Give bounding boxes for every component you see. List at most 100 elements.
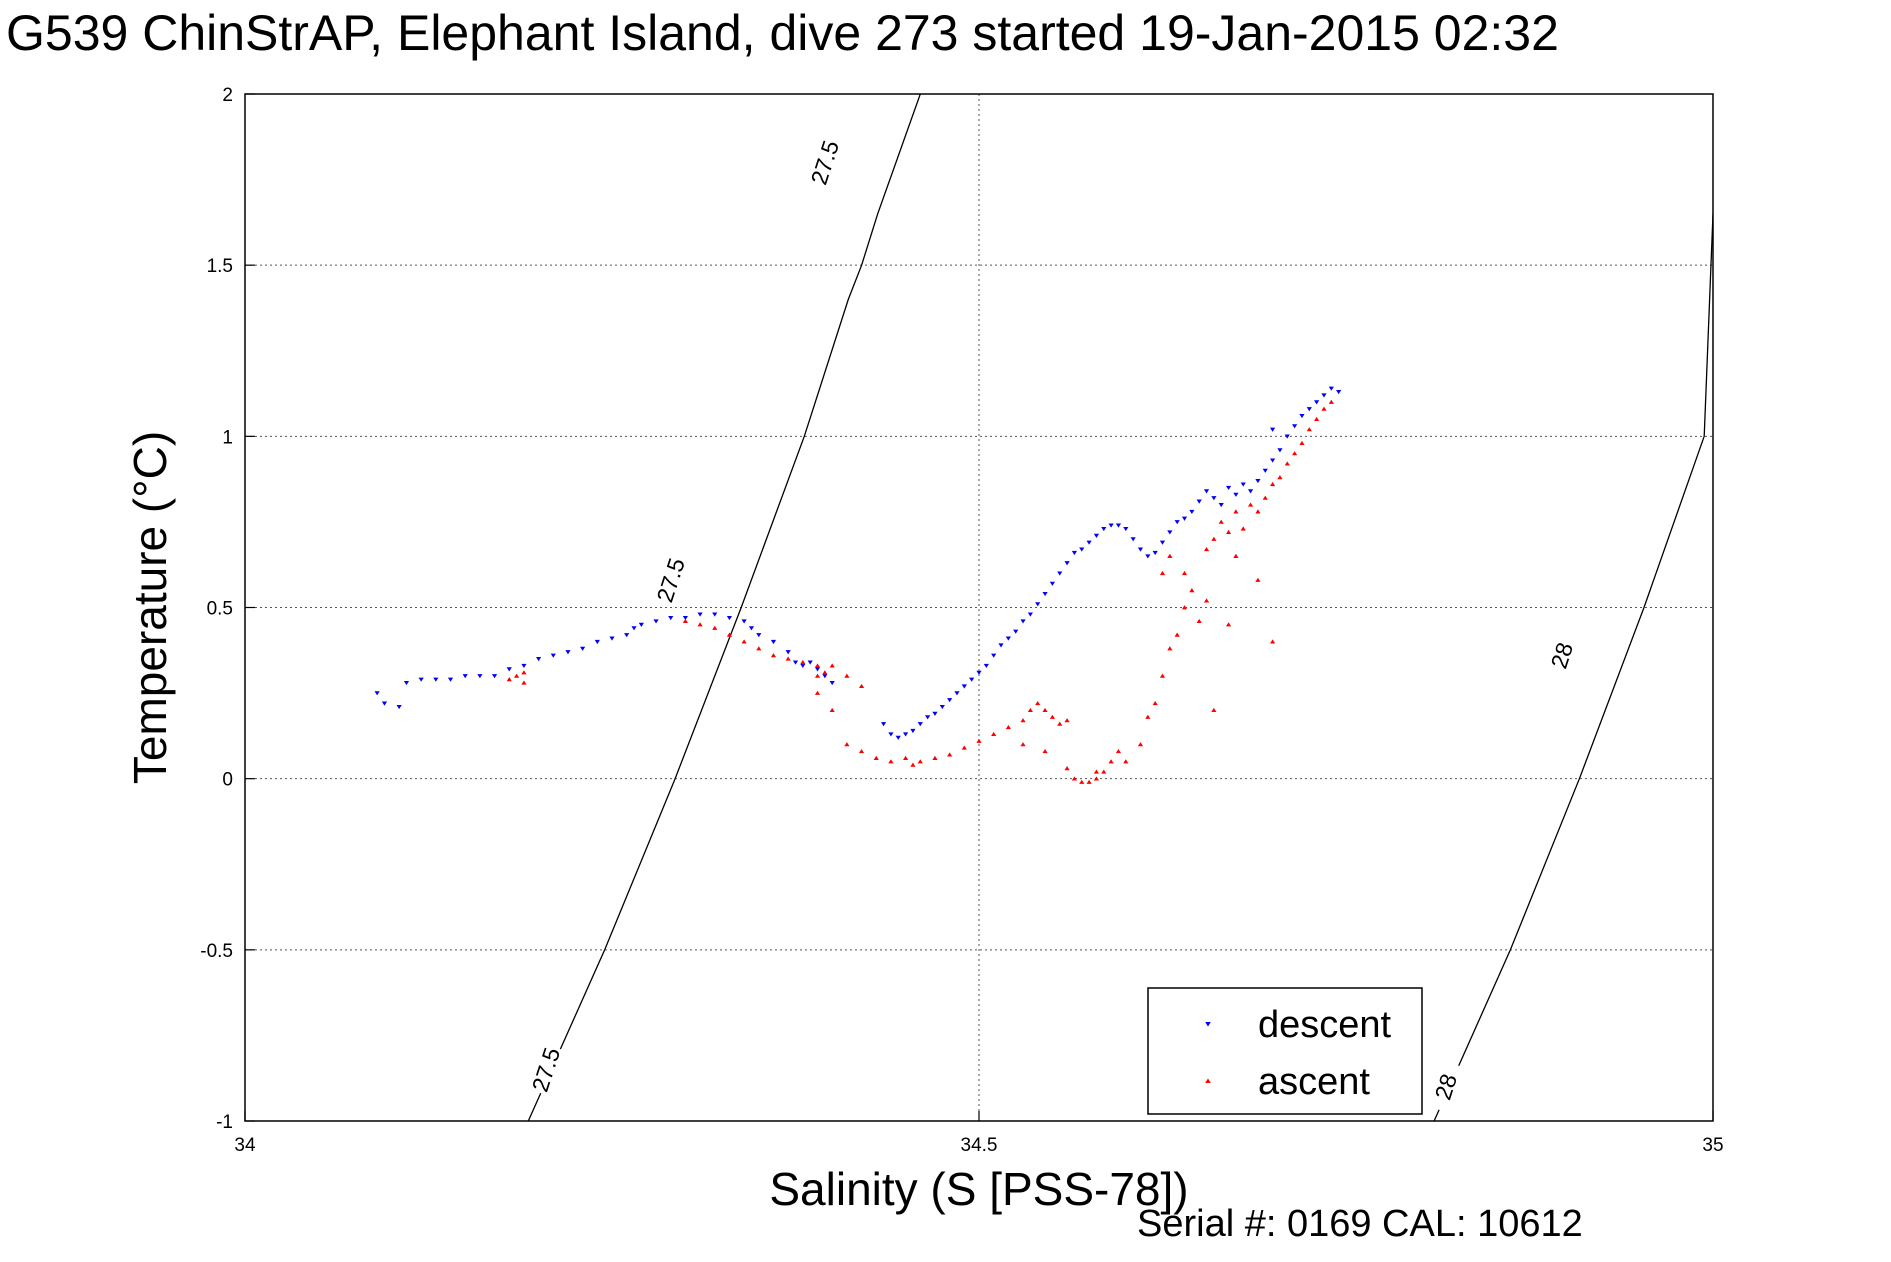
serial-text: Serial #: 0169 CAL: 10612 bbox=[1137, 1203, 1583, 1245]
ascent-point bbox=[697, 622, 703, 627]
ascent-point bbox=[947, 752, 953, 757]
density-contour-line bbox=[1433, 213, 1713, 1121]
ascent-point bbox=[844, 742, 850, 747]
ascent-point bbox=[961, 745, 967, 750]
ascent-point bbox=[1292, 451, 1298, 456]
ascent-point bbox=[1203, 598, 1210, 603]
x-axis-label: Salinity (S [PSS-78]) bbox=[769, 1163, 1188, 1215]
descent-point bbox=[785, 650, 791, 655]
descent-point bbox=[998, 643, 1004, 648]
descent-point bbox=[910, 728, 916, 734]
ascent-point bbox=[770, 653, 777, 658]
descent-point bbox=[1152, 550, 1158, 556]
descent-point bbox=[1145, 554, 1151, 559]
descent-point bbox=[1196, 499, 1202, 504]
descent-point bbox=[682, 615, 688, 621]
descent-point bbox=[829, 680, 835, 686]
descent-point bbox=[1211, 496, 1217, 501]
ascent-point bbox=[726, 632, 733, 637]
descent-point bbox=[433, 677, 439, 682]
descent-point bbox=[1035, 602, 1041, 607]
ascent-point bbox=[521, 670, 527, 675]
descent-point bbox=[770, 639, 777, 645]
ascent-point bbox=[1035, 701, 1041, 706]
descent-point bbox=[521, 663, 527, 669]
descent-point bbox=[668, 615, 674, 621]
ascent-point bbox=[1174, 632, 1180, 637]
ascent-point bbox=[888, 759, 894, 764]
ascent-point bbox=[1240, 526, 1246, 531]
ascent-point bbox=[1211, 536, 1217, 541]
descent-point bbox=[477, 674, 483, 679]
x-tick-label: 34.5 bbox=[961, 1135, 998, 1156]
descent-point bbox=[506, 667, 512, 672]
descent-point bbox=[976, 670, 982, 675]
ascent-point bbox=[991, 731, 997, 736]
descent-point bbox=[1057, 571, 1063, 576]
ascent-point bbox=[1049, 714, 1055, 719]
descent-point bbox=[653, 619, 659, 624]
y-tick-label: 1 bbox=[222, 427, 233, 448]
ascent-point bbox=[858, 748, 865, 754]
descent-point bbox=[792, 660, 799, 665]
ascent-point bbox=[1321, 406, 1327, 411]
ascent-point bbox=[814, 673, 821, 678]
descent-point bbox=[814, 667, 821, 672]
descent-point bbox=[1262, 468, 1268, 473]
ascent-point bbox=[1255, 577, 1261, 582]
ascent-point bbox=[1079, 779, 1085, 784]
ascent-point bbox=[1159, 673, 1166, 678]
ascent-point bbox=[1042, 748, 1048, 754]
descent-point bbox=[1218, 502, 1224, 508]
contour-label-bg bbox=[525, 1042, 567, 1097]
descent-point bbox=[1123, 526, 1129, 532]
descent-point bbox=[1189, 509, 1195, 514]
ascent-point bbox=[1042, 707, 1048, 713]
y-tick-label: 0.5 bbox=[207, 599, 233, 620]
contour-label: 27.5 bbox=[651, 555, 690, 606]
descent-point bbox=[1093, 533, 1100, 538]
ascent-point bbox=[1181, 605, 1188, 610]
descent-point bbox=[609, 636, 615, 641]
ascent-point bbox=[1233, 553, 1239, 558]
descent-point bbox=[1247, 489, 1254, 494]
contour-label: 27.5 bbox=[527, 1044, 566, 1095]
descent-point bbox=[594, 639, 600, 645]
y-tick-label: 1.5 bbox=[207, 256, 233, 277]
ascent-point bbox=[506, 677, 512, 682]
contour-label-bg bbox=[804, 135, 846, 190]
ascent-point bbox=[1093, 769, 1100, 774]
ascent-point bbox=[1020, 742, 1026, 747]
ascent-point bbox=[682, 618, 688, 624]
descent-point bbox=[1020, 619, 1026, 624]
descent-point bbox=[748, 626, 755, 631]
ascent-point bbox=[1020, 718, 1026, 723]
descent-point bbox=[1181, 516, 1188, 521]
descent-point bbox=[983, 663, 989, 669]
ascent-point bbox=[1167, 553, 1173, 558]
ascent-point bbox=[1211, 707, 1217, 713]
ascent-point bbox=[1159, 570, 1166, 576]
ascent-point bbox=[1101, 769, 1107, 774]
descent-point bbox=[1013, 629, 1019, 634]
ascent-point bbox=[1277, 475, 1283, 480]
ascent-point bbox=[1093, 776, 1100, 781]
descent-point bbox=[536, 657, 542, 662]
y-tick-label: -1 bbox=[216, 1112, 233, 1133]
ascent-point bbox=[1152, 701, 1158, 706]
descent-point bbox=[491, 674, 498, 679]
axis-ticks: 34 34.5 35 -1 -0.5 0 0.5 1 1.5 2 bbox=[200, 85, 1723, 1156]
descent-point bbox=[712, 612, 718, 617]
descent-point bbox=[565, 650, 571, 655]
descent-point bbox=[1027, 612, 1033, 617]
descent-point bbox=[1159, 540, 1166, 545]
ascent-point bbox=[712, 625, 718, 630]
descent-point bbox=[961, 684, 967, 689]
ascent-point bbox=[1108, 759, 1114, 764]
ascent-point bbox=[1203, 546, 1210, 552]
descent-point bbox=[1255, 479, 1261, 484]
ascent-point bbox=[1262, 495, 1268, 500]
descent-point bbox=[991, 653, 997, 658]
